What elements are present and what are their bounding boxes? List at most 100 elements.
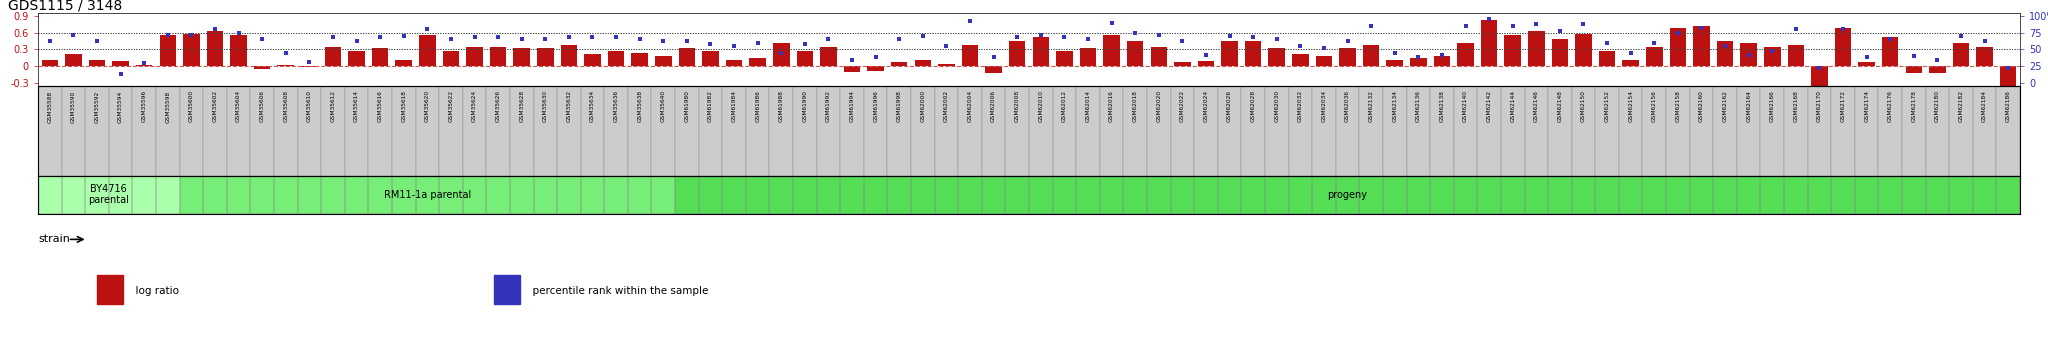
Bar — [1407, 176, 1430, 214]
Bar — [274, 176, 297, 214]
Bar — [1950, 176, 1972, 214]
Bar — [250, 176, 274, 214]
Bar — [227, 176, 250, 214]
Bar — [1079, 48, 1096, 66]
Bar — [1618, 86, 1642, 176]
Point — [788, 41, 821, 47]
Text: GSM62002: GSM62002 — [944, 90, 948, 122]
Text: GSM61980: GSM61980 — [684, 90, 690, 122]
Text: GSM61996: GSM61996 — [872, 90, 879, 122]
Bar — [322, 86, 344, 176]
Text: strain: strain — [39, 234, 70, 244]
Text: progeny: progeny — [1327, 189, 1368, 199]
Bar — [180, 176, 203, 214]
Text: log ratio: log ratio — [129, 286, 178, 296]
Text: GSM61984: GSM61984 — [731, 90, 737, 122]
Text: GSM35600: GSM35600 — [188, 90, 195, 122]
Point — [1520, 21, 1552, 27]
Bar — [1976, 47, 1993, 66]
Point — [317, 34, 350, 40]
Bar — [1219, 86, 1241, 176]
Bar — [1831, 86, 1855, 176]
Bar — [1335, 176, 1360, 214]
Bar — [797, 51, 813, 66]
Bar — [88, 59, 104, 66]
Bar — [793, 176, 817, 214]
Bar — [1075, 86, 1100, 176]
Bar — [86, 176, 109, 214]
Bar — [207, 31, 223, 66]
Bar — [510, 86, 532, 176]
Bar — [485, 176, 510, 214]
Point — [1001, 34, 1034, 40]
Bar — [1171, 86, 1194, 176]
Bar — [604, 86, 629, 176]
Point — [1827, 27, 1860, 32]
Bar — [1788, 45, 1804, 66]
Point — [1403, 55, 1436, 60]
Bar — [395, 59, 412, 66]
Text: GSM35592: GSM35592 — [94, 90, 100, 122]
Bar — [1761, 176, 1784, 214]
Bar — [1903, 176, 1925, 214]
Text: GSM62174: GSM62174 — [1864, 90, 1870, 122]
Bar — [582, 86, 604, 176]
Bar — [1241, 176, 1266, 214]
Text: GSM61992: GSM61992 — [825, 90, 831, 122]
Bar — [1882, 37, 1898, 66]
Point — [623, 37, 655, 42]
Bar — [651, 86, 676, 176]
Bar — [1855, 86, 1878, 176]
Bar — [66, 54, 82, 66]
Bar — [1714, 86, 1737, 176]
Bar — [1032, 37, 1049, 66]
Bar — [133, 176, 156, 214]
Bar — [864, 86, 887, 176]
Bar — [1855, 176, 1878, 214]
Bar — [1741, 43, 1757, 66]
Bar — [463, 176, 485, 214]
Bar — [1737, 86, 1761, 176]
Point — [80, 39, 113, 44]
Bar — [532, 86, 557, 176]
Text: GSM62014: GSM62014 — [1085, 90, 1090, 122]
Bar — [1808, 176, 1831, 214]
Point — [1849, 55, 1882, 60]
Text: RM11-1a parental: RM11-1a parental — [383, 189, 471, 199]
Bar — [985, 66, 1001, 73]
Point — [1497, 23, 1530, 29]
Bar — [1761, 86, 1784, 176]
Bar — [1100, 86, 1124, 176]
Point — [1237, 34, 1270, 40]
Bar — [655, 56, 672, 66]
Bar — [1571, 176, 1595, 214]
Bar — [817, 176, 840, 214]
Text: GSM62148: GSM62148 — [1556, 90, 1563, 122]
Bar — [180, 86, 203, 176]
Bar — [1481, 20, 1497, 66]
Bar — [1505, 36, 1522, 66]
Bar — [1501, 176, 1524, 214]
Bar — [561, 45, 578, 66]
Text: GSM35640: GSM35640 — [662, 90, 666, 122]
Bar — [39, 86, 61, 176]
Point — [481, 34, 514, 40]
Point — [1307, 45, 1339, 51]
Bar — [1313, 176, 1335, 214]
Text: GSM35608: GSM35608 — [283, 90, 289, 122]
Bar — [1524, 86, 1548, 176]
Point — [221, 30, 254, 36]
Bar — [698, 86, 723, 176]
Bar — [135, 65, 152, 66]
Point — [600, 34, 633, 40]
Bar — [1972, 176, 1997, 214]
Bar — [1411, 58, 1427, 66]
Text: GSM62142: GSM62142 — [1487, 90, 1491, 122]
Text: GSM62168: GSM62168 — [1794, 90, 1798, 122]
Text: GSM35620: GSM35620 — [424, 90, 430, 122]
Text: GSM61986: GSM61986 — [756, 90, 760, 122]
Text: GSM62136: GSM62136 — [1415, 90, 1421, 122]
Point — [1024, 32, 1057, 37]
Text: GSM62178: GSM62178 — [1911, 90, 1917, 122]
Bar — [1221, 41, 1237, 66]
